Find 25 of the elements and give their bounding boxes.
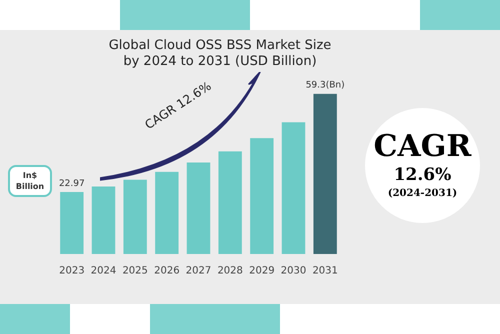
bar: [186, 162, 210, 254]
x-tick-label: 2027: [186, 266, 212, 277]
chart-title: Global Cloud OSS BSS Market Size by 2024 to 2031 (USD Billion): [108, 38, 332, 70]
bar: [313, 94, 337, 254]
y-axis-title: In$ Billion: [8, 165, 52, 197]
x-tick-label: 2026: [154, 266, 180, 277]
x-tick-label: 2025: [122, 266, 148, 277]
bar: [250, 138, 274, 254]
text: CAGR: [372, 129, 472, 164]
text: 12.6%: [392, 164, 452, 186]
bar: [123, 180, 147, 254]
bar: [60, 192, 84, 254]
text: (2024-2031): [386, 187, 458, 201]
data-label: 22.97: [58, 178, 85, 189]
x-tick-label: 2031: [312, 266, 338, 277]
bar: [282, 122, 306, 254]
x-tick-label: 2030: [280, 266, 306, 277]
x-tick-label: 2028: [217, 266, 243, 277]
bar: [155, 172, 179, 254]
x-tick-label: 2029: [249, 266, 275, 277]
bar: [92, 186, 116, 254]
bar: [218, 151, 242, 254]
data-label: 59.3(Bn): [306, 80, 345, 91]
x-tick-label: 2024: [90, 266, 116, 277]
x-tick-label: 2023: [59, 266, 85, 277]
